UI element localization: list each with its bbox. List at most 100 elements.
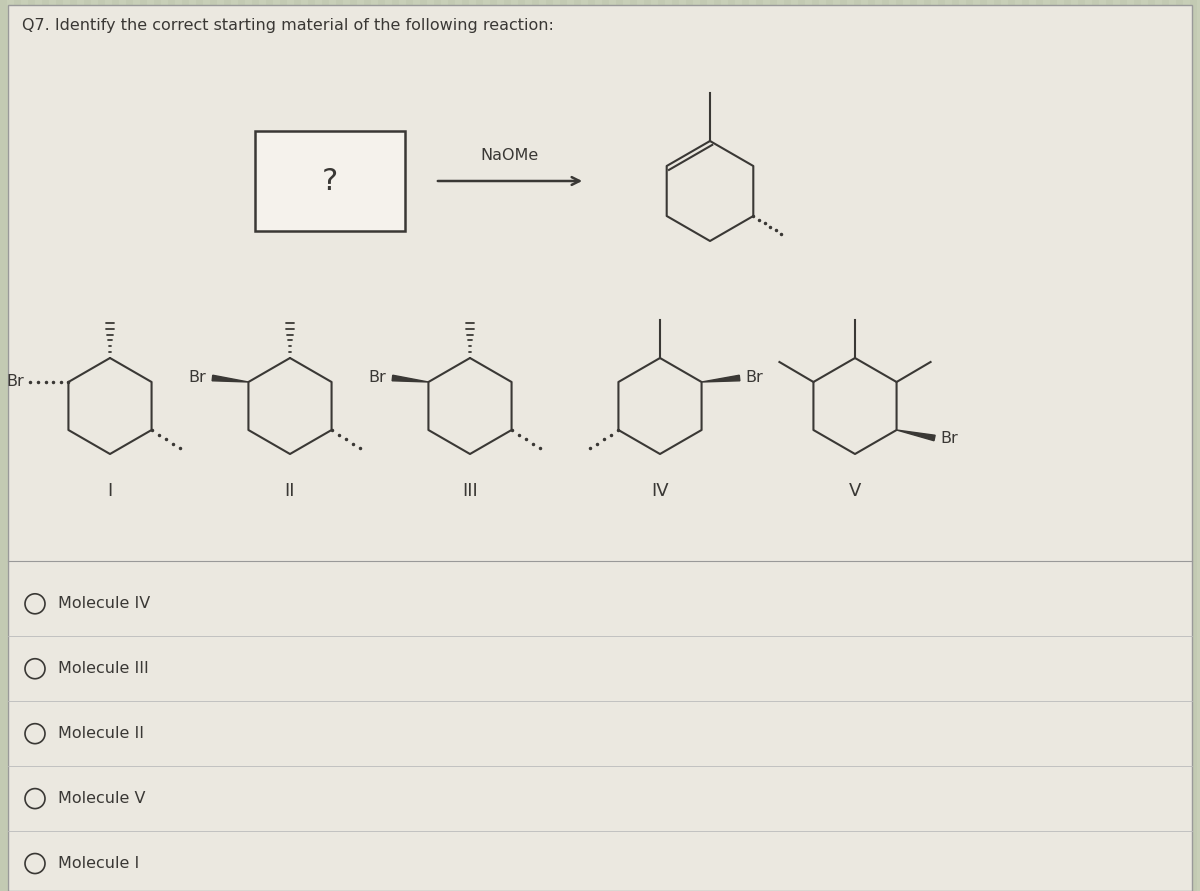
Text: Molecule IV: Molecule IV bbox=[58, 596, 150, 611]
Bar bbox=[98, 0, 106, 891]
Bar bbox=[84, 0, 91, 891]
Text: Br: Br bbox=[745, 371, 763, 386]
Bar bbox=[658, 0, 665, 891]
Bar bbox=[196, 0, 203, 891]
Text: II: II bbox=[284, 482, 295, 500]
Bar bbox=[336, 0, 343, 891]
Bar bbox=[1008, 0, 1015, 891]
Bar bbox=[1022, 0, 1030, 891]
Text: I: I bbox=[107, 482, 113, 500]
Bar bbox=[1120, 0, 1127, 891]
Bar bbox=[364, 0, 371, 891]
Bar bbox=[1064, 0, 1072, 891]
Text: Molecule II: Molecule II bbox=[58, 726, 144, 741]
Bar bbox=[210, 0, 217, 891]
Text: Br: Br bbox=[941, 430, 959, 446]
Bar bbox=[294, 0, 301, 891]
Bar bbox=[910, 0, 917, 891]
Bar bbox=[798, 0, 805, 891]
Bar bbox=[630, 0, 637, 891]
Bar bbox=[56, 0, 64, 891]
Bar bbox=[714, 0, 721, 891]
Bar bbox=[532, 0, 539, 891]
Bar bbox=[686, 0, 694, 891]
Bar bbox=[434, 0, 442, 891]
Text: Br: Br bbox=[188, 370, 206, 385]
Bar bbox=[602, 0, 610, 891]
Bar bbox=[518, 0, 526, 891]
Bar bbox=[126, 0, 133, 891]
Bar bbox=[168, 0, 175, 891]
Text: ?: ? bbox=[322, 167, 338, 195]
Bar bbox=[560, 0, 568, 891]
Bar bbox=[70, 0, 77, 891]
Bar bbox=[1176, 0, 1183, 891]
Text: NaOMe: NaOMe bbox=[481, 148, 539, 163]
Bar bbox=[28, 0, 35, 891]
Text: Molecule V: Molecule V bbox=[58, 791, 145, 806]
Bar bbox=[322, 0, 329, 891]
Bar bbox=[756, 0, 763, 891]
Bar bbox=[1190, 0, 1198, 891]
Text: Molecule III: Molecule III bbox=[58, 661, 149, 676]
Bar bbox=[1036, 0, 1043, 891]
FancyBboxPatch shape bbox=[8, 5, 1192, 891]
Bar bbox=[728, 0, 736, 891]
Polygon shape bbox=[212, 375, 248, 382]
Bar bbox=[406, 0, 413, 891]
Bar bbox=[154, 0, 161, 891]
Bar bbox=[182, 0, 190, 891]
Bar bbox=[42, 0, 49, 891]
Bar bbox=[994, 0, 1001, 891]
Text: V: V bbox=[848, 482, 862, 500]
Bar bbox=[896, 0, 904, 891]
Polygon shape bbox=[392, 375, 428, 382]
Text: Br: Br bbox=[368, 370, 386, 385]
Bar bbox=[588, 0, 595, 891]
Bar bbox=[980, 0, 988, 891]
Bar bbox=[868, 0, 875, 891]
Bar bbox=[742, 0, 749, 891]
Bar bbox=[1050, 0, 1057, 891]
Bar bbox=[420, 0, 427, 891]
Bar bbox=[784, 0, 791, 891]
Bar bbox=[448, 0, 455, 891]
Bar bbox=[924, 0, 931, 891]
Bar bbox=[280, 0, 287, 891]
Bar bbox=[378, 0, 385, 891]
Bar bbox=[700, 0, 707, 891]
Bar bbox=[770, 0, 778, 891]
Polygon shape bbox=[702, 375, 740, 382]
Bar bbox=[854, 0, 862, 891]
Bar bbox=[644, 0, 650, 891]
Text: IV: IV bbox=[652, 482, 668, 500]
Bar bbox=[938, 0, 946, 891]
Bar bbox=[14, 0, 22, 891]
Bar bbox=[826, 0, 833, 891]
Bar bbox=[1134, 0, 1141, 891]
Bar bbox=[966, 0, 973, 891]
Bar bbox=[238, 0, 245, 891]
Bar bbox=[0, 0, 7, 891]
Text: Br: Br bbox=[7, 373, 24, 388]
Text: Molecule I: Molecule I bbox=[58, 856, 139, 871]
Bar bbox=[308, 0, 314, 891]
Bar bbox=[812, 0, 820, 891]
Bar bbox=[882, 0, 889, 891]
Bar bbox=[252, 0, 259, 891]
Bar bbox=[1148, 0, 1154, 891]
Bar bbox=[574, 0, 581, 891]
Bar bbox=[224, 0, 230, 891]
Bar bbox=[462, 0, 469, 891]
Bar bbox=[392, 0, 400, 891]
Bar bbox=[490, 0, 497, 891]
Text: Q7. Identify the correct starting material of the following reaction:: Q7. Identify the correct starting materi… bbox=[22, 18, 554, 33]
Bar bbox=[616, 0, 623, 891]
Bar bbox=[546, 0, 553, 891]
Bar bbox=[1092, 0, 1099, 891]
Text: III: III bbox=[462, 482, 478, 500]
Bar bbox=[1078, 0, 1085, 891]
Bar bbox=[1106, 0, 1114, 891]
FancyBboxPatch shape bbox=[254, 131, 406, 231]
Polygon shape bbox=[896, 430, 935, 441]
